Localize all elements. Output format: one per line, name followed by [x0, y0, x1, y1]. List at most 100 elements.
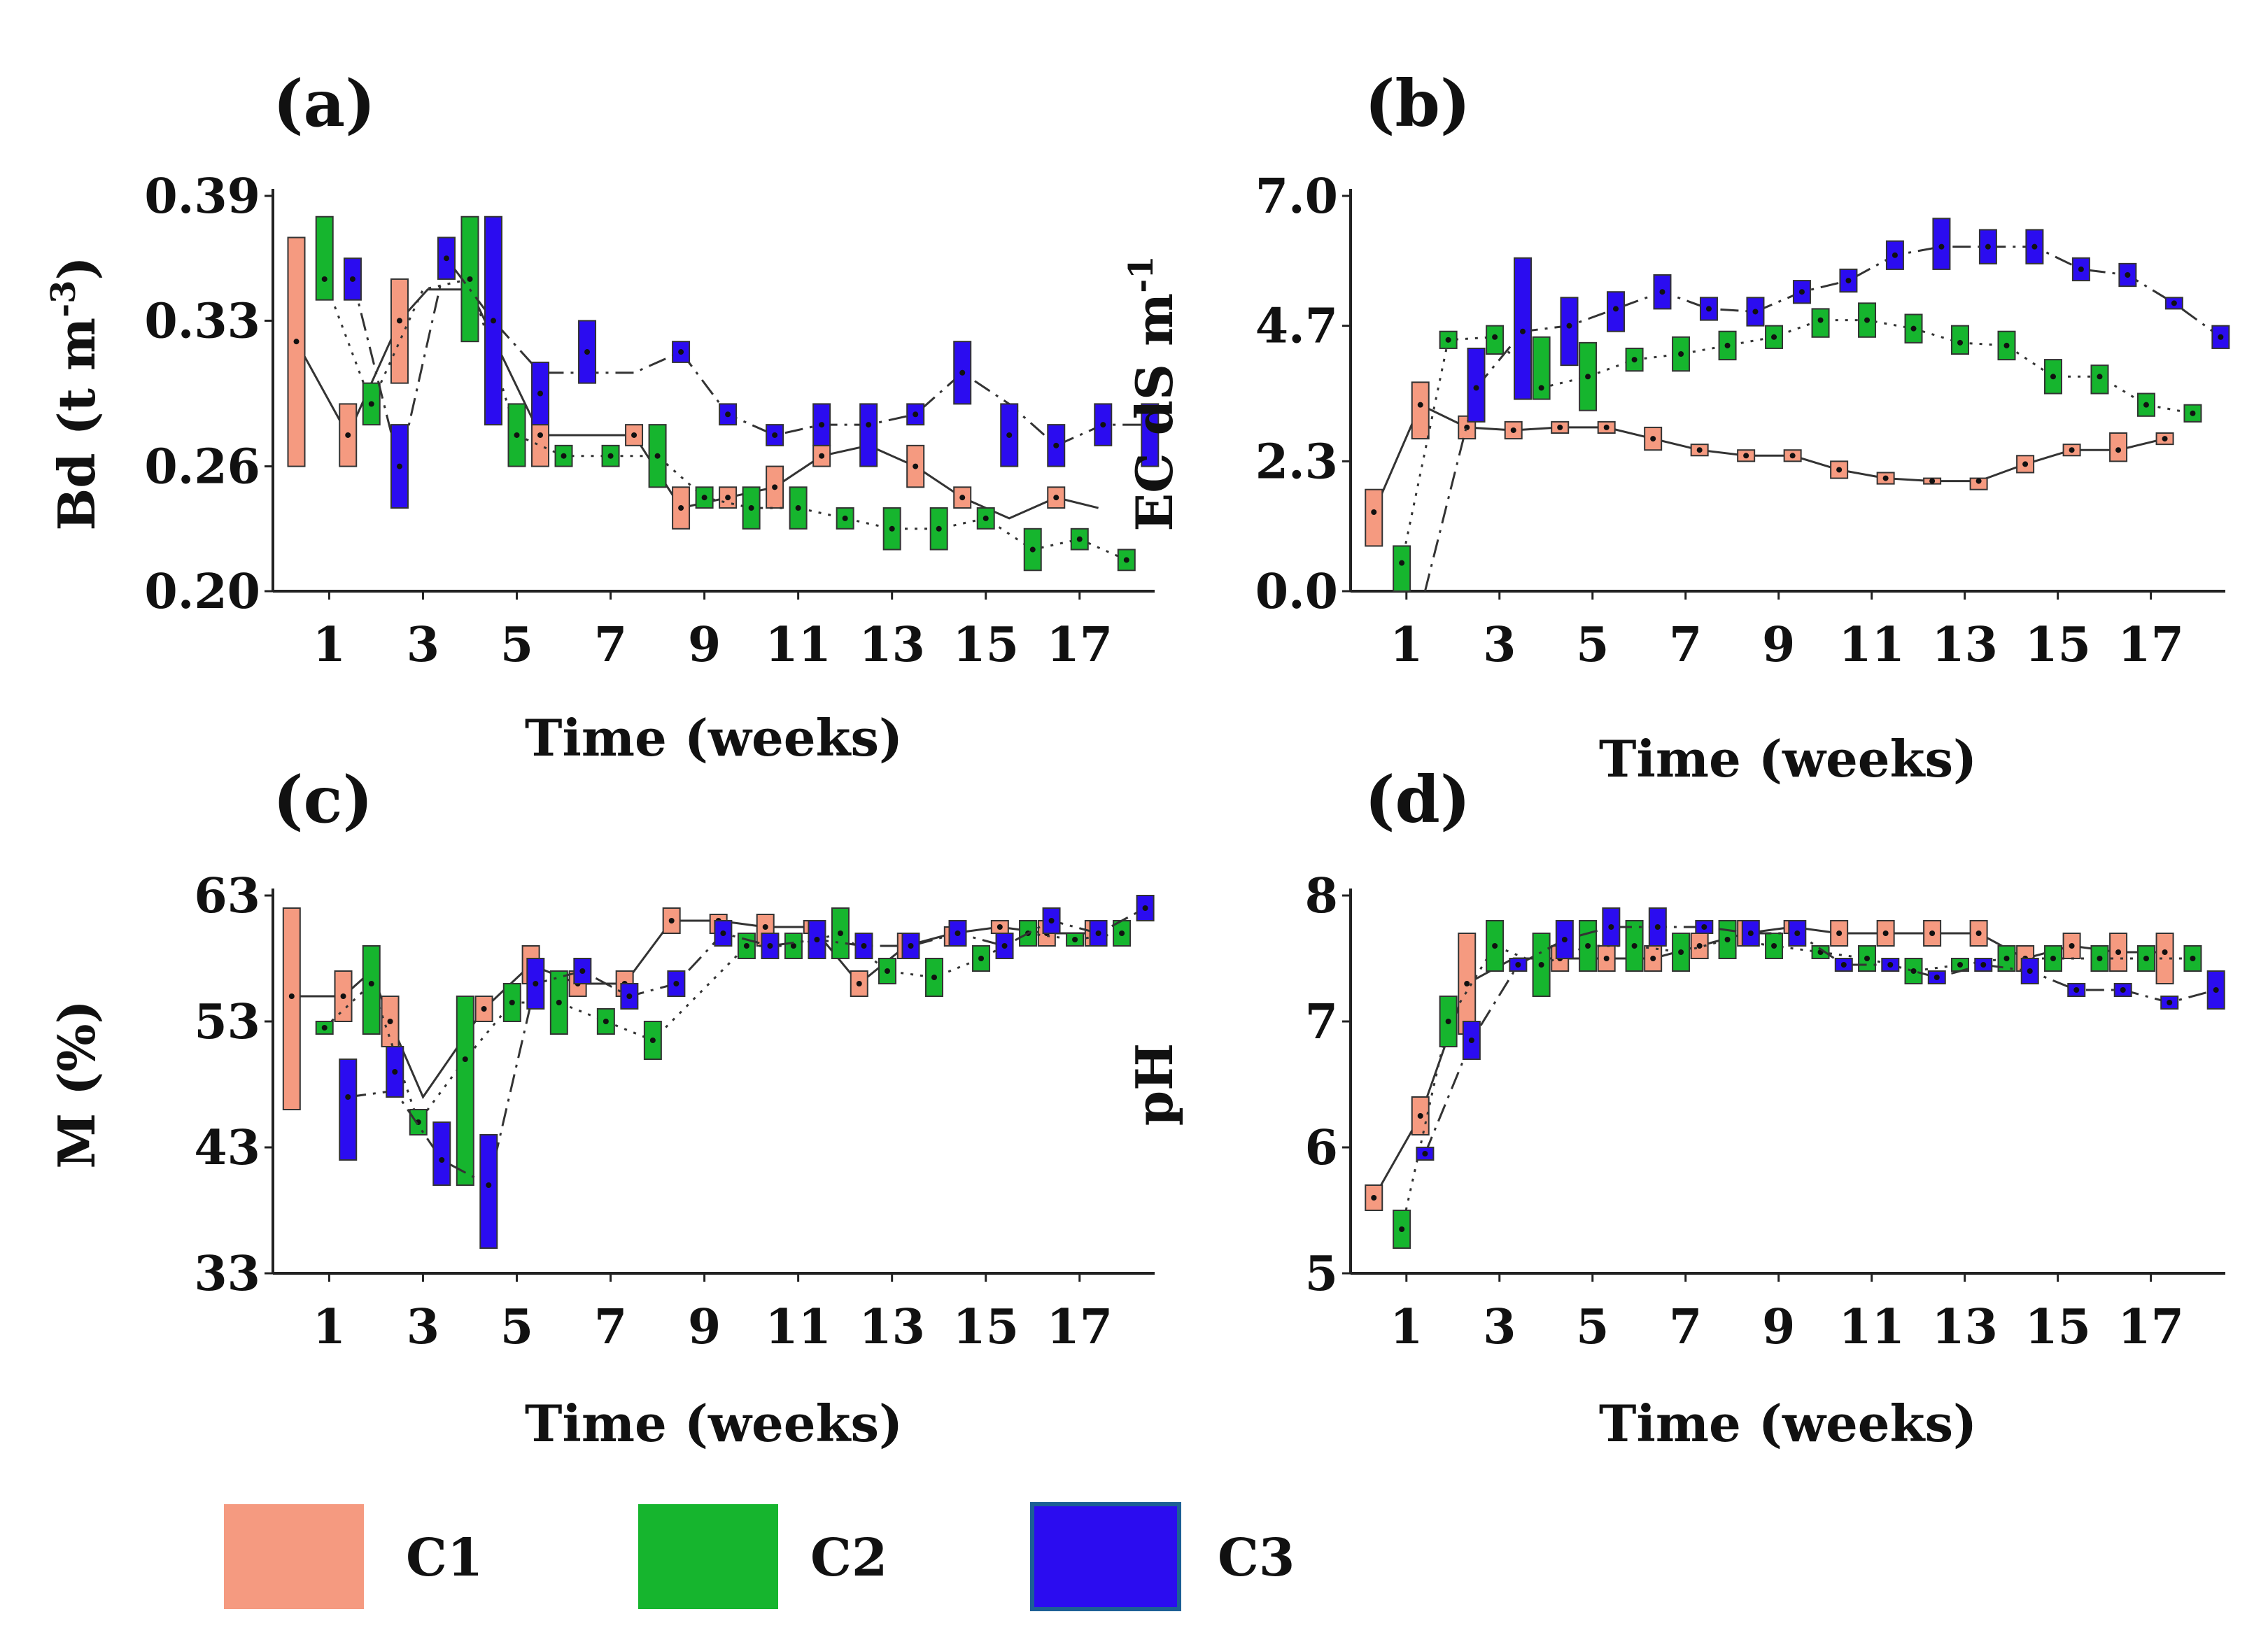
box-mean-marker [678, 349, 684, 355]
box-mean-marker [772, 432, 778, 438]
box-mean-marker [1100, 422, 1106, 428]
legend-swatch-c3 [1030, 1502, 1181, 1611]
box-mean-marker [982, 515, 989, 521]
box-mean-marker [1538, 962, 1544, 968]
box-mean-marker [1557, 424, 1563, 430]
box-mean-marker [748, 505, 754, 511]
panel-d-title: (d) [1365, 762, 1470, 837]
box-mean-marker [2003, 956, 2010, 961]
x-tick-label: 3 [407, 617, 439, 673]
box-mean-marker [561, 453, 567, 459]
box-mean-marker [1771, 943, 1777, 949]
x-tick-label: 1 [1390, 617, 1423, 673]
box-mean-marker [1678, 949, 1684, 955]
box-mean-marker [1882, 475, 1889, 481]
box-c1 [1365, 1184, 1383, 1211]
box-mean-marker [467, 276, 473, 282]
x-tick-label: 15 [2024, 617, 2091, 673]
box-mean-marker [2125, 272, 2131, 278]
box-mean-marker [1520, 328, 1526, 334]
box-mean-marker [1836, 467, 1843, 473]
x-tick-label: 3 [1483, 1299, 1516, 1355]
box-mean-marker [2097, 374, 2103, 380]
box-mean-marker [1473, 385, 1479, 391]
box-mean-marker [439, 1157, 445, 1163]
x-tick-label: 11 [1838, 1299, 1905, 1355]
box-mean-marker [1399, 560, 1405, 566]
box-mean-marker [1752, 309, 1759, 315]
box-mean-marker [2050, 374, 2056, 380]
box-mean-marker [2143, 956, 2149, 961]
box-mean-marker [743, 943, 749, 949]
x-tick-label: 1 [1390, 1299, 1423, 1355]
box-mean-marker [486, 1182, 492, 1188]
box-mean-marker [668, 918, 675, 923]
x-tick-label: 1 [313, 1299, 346, 1355]
box-mean-marker [1001, 943, 1008, 949]
x-axis-label: Time (weeks) [525, 708, 903, 767]
box-c3 [859, 403, 878, 467]
box-c1 [1365, 488, 1383, 547]
x-tick-label: 5 [500, 617, 533, 673]
box-c2 [1486, 325, 1505, 355]
box-mean-marker [1678, 351, 1684, 357]
box-mean-marker [368, 981, 374, 986]
box-mean-marker [2022, 461, 2029, 467]
box-mean-marker [392, 1069, 398, 1075]
legend-swatch-c1 [224, 1504, 364, 1609]
box-c1 [2109, 933, 2128, 972]
box-mean-marker [1608, 924, 1614, 930]
box-mean-marker [996, 924, 1003, 930]
box-mean-marker [1076, 536, 1083, 542]
x-tick-label: 13 [1931, 617, 1998, 673]
box-mean-marker [1631, 943, 1637, 949]
box-mean-marker [2190, 410, 2196, 416]
box-mean-marker [1445, 337, 1451, 343]
x-tick-label: 3 [1483, 617, 1516, 673]
box-mean-marker [603, 1019, 609, 1024]
box-mean-marker [1794, 930, 1801, 936]
box-mean-marker [701, 495, 707, 501]
x-axis-label: Time (weeks) [1599, 729, 1977, 788]
box-mean-marker [1147, 422, 1153, 428]
box-mean-marker [725, 411, 731, 418]
box-c1 [1969, 477, 1988, 490]
box-c2 [2090, 365, 2109, 395]
box-mean-marker [2162, 949, 2168, 955]
box-mean-marker [1492, 943, 1498, 949]
legend-label-c3: C3 [1218, 1528, 1295, 1588]
box-c1 [287, 236, 306, 467]
x-tick-label: 13 [859, 617, 925, 673]
box-mean-marker [491, 318, 496, 324]
y-tick-label: 8 [1305, 868, 1338, 924]
box-mean-marker [884, 968, 890, 974]
box-mean-marker [955, 930, 961, 936]
box-mean-marker [1985, 243, 1991, 250]
box-c2 [1811, 308, 1830, 338]
box-mean-marker [1845, 278, 1852, 284]
box-mean-marker [2115, 447, 2122, 453]
box-mean-marker [443, 255, 449, 262]
box-mean-marker [1048, 918, 1055, 923]
x-tick-label: 15 [952, 617, 1019, 673]
box-mean-marker [1929, 478, 1936, 484]
box-mean-marker [1538, 385, 1544, 391]
box-mean-marker [537, 390, 544, 397]
box-c3 [620, 983, 639, 1010]
x-tick-label: 5 [500, 1299, 533, 1355]
y-tick-label: 0.33 [144, 293, 260, 349]
box-mean-marker [1910, 968, 1917, 974]
box-mean-marker [959, 495, 966, 501]
x-tick-label: 7 [594, 1299, 627, 1355]
box-mean-marker [2027, 968, 2033, 974]
box-mean-marker [1929, 930, 1936, 936]
box-mean-marker [767, 943, 773, 949]
box-c2 [1625, 920, 1644, 972]
series-line-c1 [1372, 403, 2165, 513]
y-tick-label: 0.20 [144, 564, 260, 620]
box-c3 [1932, 218, 1951, 270]
